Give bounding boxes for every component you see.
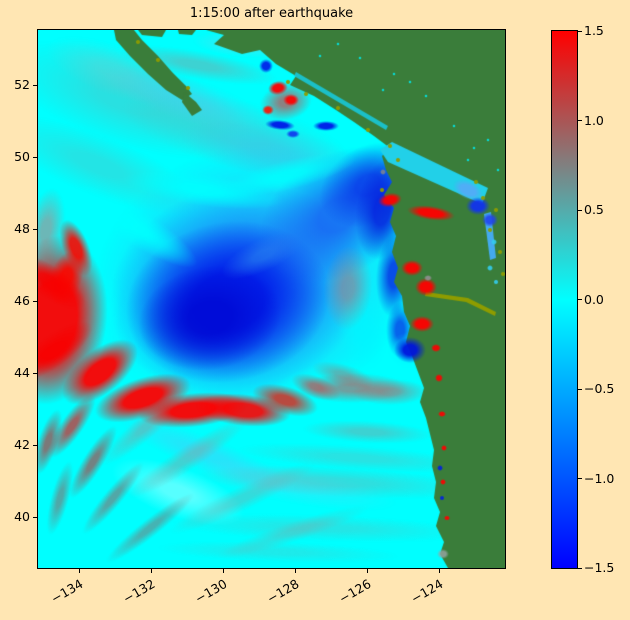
x-tick-mark xyxy=(151,569,153,573)
colorbar-tick-label: 1.5 xyxy=(584,23,604,38)
y-tick-mark xyxy=(33,156,37,158)
y-tick-label: 48 xyxy=(14,221,30,237)
y-tick-label: 42 xyxy=(14,437,30,453)
colorbar-tick-label: 1.0 xyxy=(584,112,604,128)
colorbar xyxy=(551,30,578,569)
y-tick-mark xyxy=(33,444,37,446)
plot-title: 1:15:00 after earthquake xyxy=(189,6,354,21)
colorbar-tick-label: −1.5 xyxy=(584,560,615,575)
colorbar-tick-label: 0.0 xyxy=(584,291,604,307)
y-tick-mark xyxy=(33,300,37,302)
y-tick-mark xyxy=(33,228,37,230)
x-tick-label: −132 xyxy=(120,576,158,607)
colorbar-tick-mark xyxy=(578,478,582,479)
colorbar-tick-mark xyxy=(578,388,582,390)
y-tick-label: 46 xyxy=(14,293,30,309)
y-tick-label: 52 xyxy=(14,77,30,93)
colorbar-tick-label: 0.5 xyxy=(584,202,604,217)
y-tick-mark xyxy=(33,84,37,86)
x-tick-mark xyxy=(439,569,441,573)
colorbar-tick-mark xyxy=(578,209,582,211)
heatmap-canvas xyxy=(38,30,505,568)
x-tick-label: −124 xyxy=(408,576,446,607)
colorbar-tick-mark xyxy=(578,120,582,121)
x-tick-mark xyxy=(223,569,225,573)
y-tick-label: 44 xyxy=(14,365,30,381)
y-tick-mark xyxy=(33,372,37,374)
x-tick-mark xyxy=(79,569,81,573)
x-tick-label: −128 xyxy=(264,576,302,607)
y-tick-mark xyxy=(33,516,37,518)
map-axes xyxy=(37,29,506,569)
colorbar-tick-mark xyxy=(578,299,582,300)
y-tick-label: 50 xyxy=(14,149,30,165)
x-tick-label: −134 xyxy=(48,576,86,607)
colorbar-tick-mark xyxy=(578,567,582,569)
x-tick-label: −130 xyxy=(192,576,230,607)
x-tick-mark xyxy=(295,569,297,573)
colorbar-tick-label: −1.0 xyxy=(584,470,615,486)
y-tick-label: 40 xyxy=(14,509,30,525)
x-tick-label: −126 xyxy=(336,576,374,607)
colorbar-tick-label: −0.5 xyxy=(584,381,615,396)
x-tick-mark xyxy=(367,569,369,573)
colorbar-tick-mark xyxy=(578,30,582,32)
